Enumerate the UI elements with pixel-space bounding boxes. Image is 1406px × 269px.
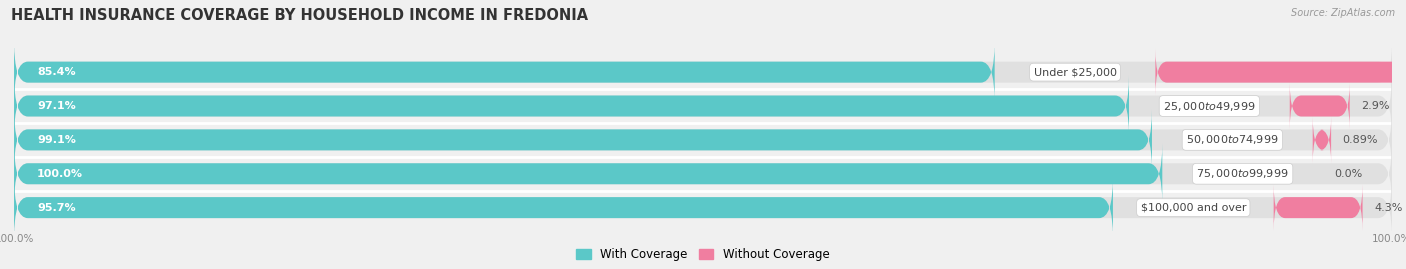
FancyBboxPatch shape [1274,184,1362,231]
Text: $50,000 to $74,999: $50,000 to $74,999 [1187,133,1278,146]
FancyBboxPatch shape [14,144,1392,204]
FancyBboxPatch shape [14,178,1392,238]
Text: 4.3%: 4.3% [1374,203,1402,213]
FancyBboxPatch shape [14,178,1114,238]
Text: $25,000 to $49,999: $25,000 to $49,999 [1163,100,1256,112]
Text: 0.0%: 0.0% [1334,169,1362,179]
FancyBboxPatch shape [1289,83,1350,129]
FancyBboxPatch shape [14,110,1152,170]
Text: 0.89%: 0.89% [1343,135,1378,145]
Text: Under $25,000: Under $25,000 [1033,67,1116,77]
FancyBboxPatch shape [14,76,1129,136]
Text: 85.4%: 85.4% [37,67,76,77]
Text: 99.1%: 99.1% [37,135,76,145]
Text: $75,000 to $99,999: $75,000 to $99,999 [1197,167,1289,180]
Text: 2.9%: 2.9% [1361,101,1389,111]
Text: 100.0%: 100.0% [37,169,83,179]
Text: 97.1%: 97.1% [37,101,76,111]
FancyBboxPatch shape [1156,49,1406,95]
Legend: With Coverage, Without Coverage: With Coverage, Without Coverage [572,243,834,266]
FancyBboxPatch shape [14,76,1392,136]
FancyBboxPatch shape [14,110,1392,170]
Text: $100,000 and over: $100,000 and over [1140,203,1246,213]
Text: Source: ZipAtlas.com: Source: ZipAtlas.com [1291,8,1395,18]
FancyBboxPatch shape [14,42,1392,102]
FancyBboxPatch shape [14,42,994,102]
Text: HEALTH INSURANCE COVERAGE BY HOUSEHOLD INCOME IN FREDONIA: HEALTH INSURANCE COVERAGE BY HOUSEHOLD I… [11,8,588,23]
Text: 95.7%: 95.7% [37,203,76,213]
FancyBboxPatch shape [14,144,1163,204]
FancyBboxPatch shape [1313,116,1331,163]
